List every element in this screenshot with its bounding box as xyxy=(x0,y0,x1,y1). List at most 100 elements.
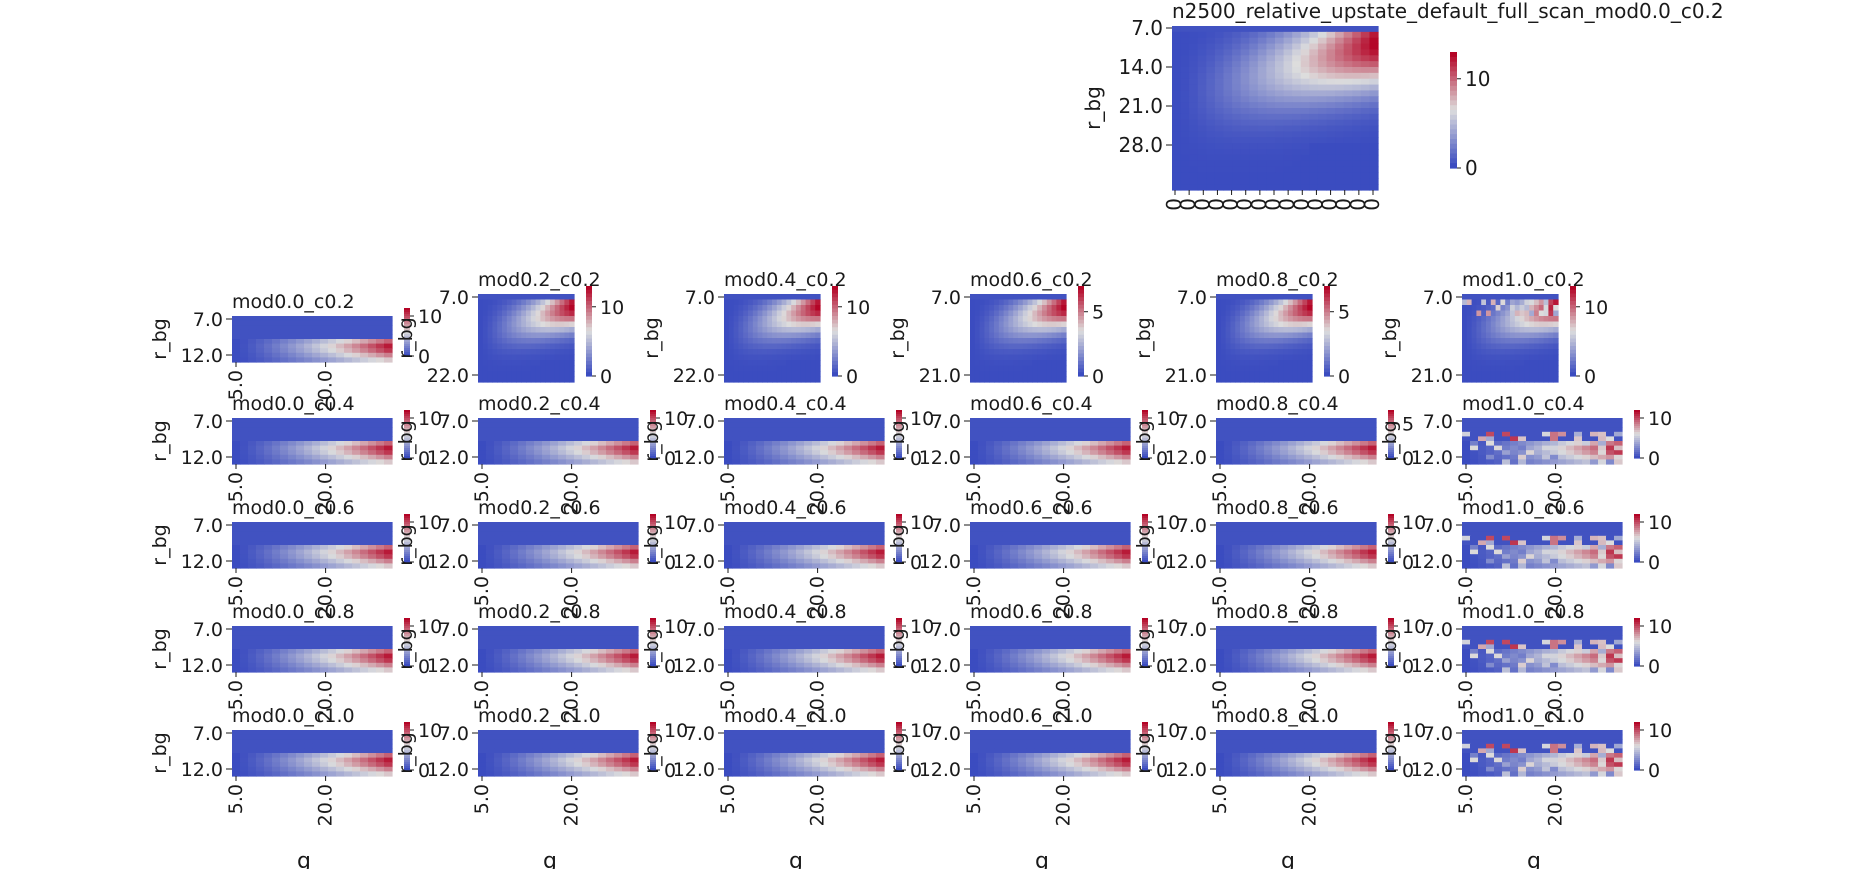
heatmap-cell xyxy=(1292,102,1301,108)
heatmap-cell xyxy=(312,459,321,464)
heatmap-cell xyxy=(312,432,321,437)
heatmap-cell xyxy=(256,325,265,330)
heatmap-cell xyxy=(497,300,502,306)
heatmap-cell xyxy=(1284,161,1293,167)
heatmap-cell xyxy=(1082,423,1091,428)
heatmap-cell xyxy=(1216,423,1225,428)
heatmap-cell xyxy=(810,371,815,377)
heatmap-cell xyxy=(860,446,869,451)
heatmap-cell xyxy=(566,550,575,555)
heatmap-cell xyxy=(312,348,321,353)
heatmap-cell xyxy=(1230,355,1235,361)
heatmap-cell xyxy=(970,377,975,383)
heatmap-cell xyxy=(1307,338,1312,344)
heatmap-cell xyxy=(1216,300,1221,306)
heatmap-cell xyxy=(780,531,789,536)
heatmap-cell xyxy=(1292,149,1301,155)
heatmap-cell xyxy=(352,334,361,339)
heatmap-cell xyxy=(1037,294,1042,300)
heatmap-cell xyxy=(1309,114,1318,120)
heatmap-cell xyxy=(1510,441,1519,446)
heatmap-cell xyxy=(1256,450,1265,455)
heatmap-cell xyxy=(1058,450,1067,455)
heatmap-cell xyxy=(542,432,551,437)
heatmap-cell xyxy=(1215,55,1224,61)
y-tick-label: 7.0 xyxy=(1177,287,1207,309)
heatmap-cell xyxy=(569,294,574,300)
heatmap-cell xyxy=(1524,338,1529,344)
heatmap-cell xyxy=(564,366,569,372)
heatmap-cell xyxy=(232,357,241,362)
heatmap-cell xyxy=(1259,333,1264,339)
heatmap-cell xyxy=(836,563,845,568)
heatmap-cell xyxy=(483,316,488,322)
heatmap-cell xyxy=(550,300,555,306)
heatmap-cell xyxy=(502,432,511,437)
heatmap-cell xyxy=(1500,344,1505,350)
heatmap-cell xyxy=(1539,300,1544,306)
colorbar-segment xyxy=(1570,305,1576,309)
heatmap-cell xyxy=(384,536,393,541)
heatmap-cell xyxy=(748,371,753,377)
heatmap-cell xyxy=(248,418,257,423)
heatmap-cell xyxy=(1098,450,1107,455)
heatmap-cell xyxy=(550,338,555,344)
heatmap-cell xyxy=(788,559,797,564)
heatmap-cell xyxy=(1344,161,1353,167)
heatmap-cell xyxy=(1258,85,1267,91)
heatmap-cell xyxy=(767,355,772,361)
heatmap-cell xyxy=(1478,427,1487,432)
heatmap-cell xyxy=(1318,32,1327,38)
heatmap-cell xyxy=(534,531,543,536)
colorbar-segment xyxy=(832,324,838,328)
heatmap-cell xyxy=(502,536,511,541)
heatmap-cell xyxy=(1198,49,1207,55)
heatmap-cell xyxy=(748,377,753,383)
heatmap-cell xyxy=(788,563,797,568)
heatmap-cell xyxy=(1275,155,1284,161)
heatmap-cell xyxy=(566,545,575,550)
heatmap-cell xyxy=(1042,360,1047,366)
heatmap-cell xyxy=(558,459,567,464)
heatmap-cell xyxy=(782,366,787,372)
heatmap-cell xyxy=(1198,38,1207,44)
heatmap-cell xyxy=(796,305,801,311)
heatmap-cell xyxy=(1352,427,1361,432)
heatmap-cell xyxy=(1224,446,1233,451)
heatmap-cell xyxy=(512,305,517,311)
heatmap-cell xyxy=(1230,305,1235,311)
heatmap-cell xyxy=(1215,90,1224,96)
heatmap-cell xyxy=(815,327,820,333)
heatmap-cell xyxy=(1224,427,1233,432)
heatmap-cell xyxy=(1278,344,1283,350)
heatmap-cell xyxy=(1254,305,1259,311)
heatmap-cell xyxy=(598,423,607,428)
heatmap-cell xyxy=(738,366,743,372)
heatmap-cell xyxy=(852,531,861,536)
heatmap-cell xyxy=(360,446,369,451)
heatmap-cell xyxy=(240,527,249,532)
heatmap-cell xyxy=(1320,441,1329,446)
heatmap-cell xyxy=(486,459,495,464)
y-axis-label: r_bg xyxy=(641,317,663,358)
heatmap-cell xyxy=(1301,44,1310,50)
heatmap-cell xyxy=(1298,311,1303,317)
heatmap-cell xyxy=(1462,366,1467,372)
heatmap-cell xyxy=(780,545,789,550)
heatmap-cell xyxy=(368,559,377,564)
heatmap-cell xyxy=(1181,108,1190,114)
heatmap-cell xyxy=(606,459,615,464)
heatmap-cell xyxy=(280,545,289,550)
colorbar-segment xyxy=(1324,312,1330,316)
heatmap-cell xyxy=(1224,441,1233,446)
heatmap-cell xyxy=(560,333,565,339)
heatmap-cell xyxy=(264,459,273,464)
heatmap-cell xyxy=(1369,143,1378,149)
heatmap-cell xyxy=(384,316,393,321)
heatmap-cell xyxy=(1470,459,1479,464)
heatmap-cell xyxy=(1010,446,1019,451)
heatmap-cell xyxy=(614,441,623,446)
heatmap-cell xyxy=(1250,377,1255,383)
heatmap-cell xyxy=(1181,79,1190,85)
